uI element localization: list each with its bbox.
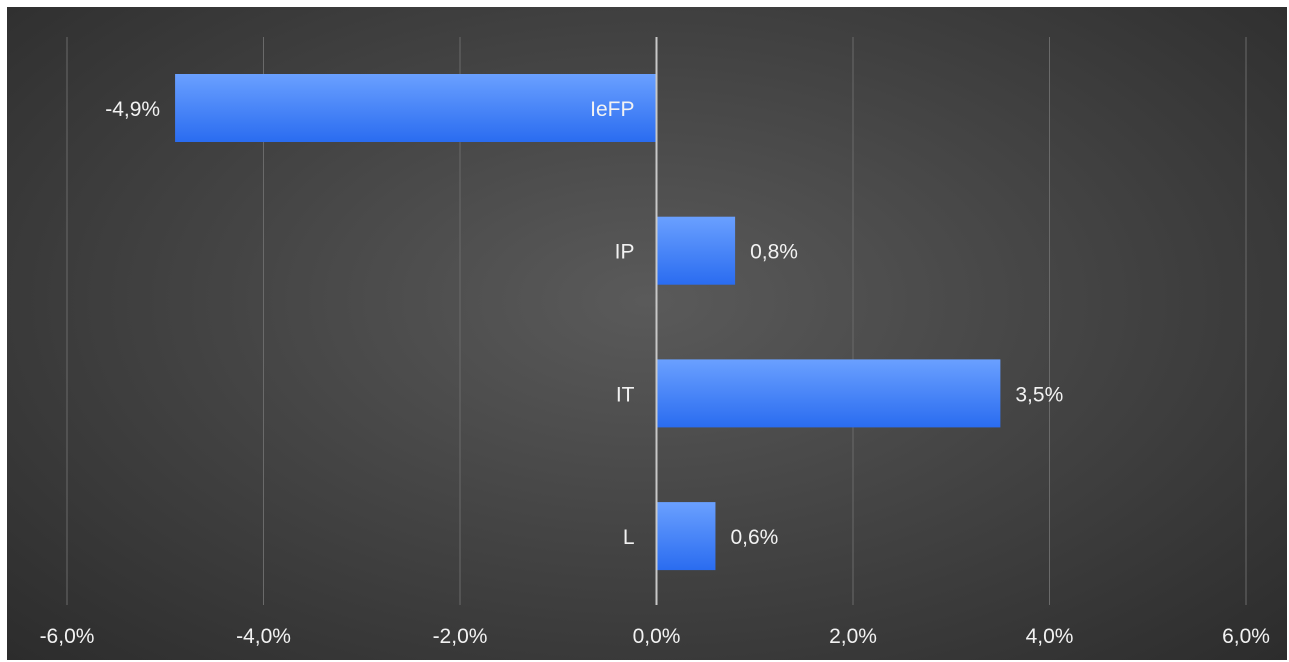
x-tick-label: -6,0%: [40, 625, 95, 648]
bar-ip: [656, 216, 736, 285]
data-label: -4,9%: [105, 98, 160, 121]
x-tick-label: 2,0%: [829, 625, 877, 648]
x-tick-label: 6,0%: [1222, 625, 1270, 648]
x-tick-label: 4,0%: [1026, 625, 1074, 648]
chart-area: -6,0% -4,0% -2,0% 0,0% 2,0% 4,0% 6,0% IeFP -4,9%…: [7, 7, 1287, 660]
category-label: IT: [616, 383, 635, 406]
bar-l: [656, 502, 716, 571]
bar-iefp: [175, 74, 657, 142]
bar-chart: -6,0% -4,0% -2,0% 0,0% 2,0% 4,0% 6,0% IeFP -4,9%…: [40, 37, 1270, 648]
bar-it: [656, 359, 1001, 428]
category-label: IeFP: [590, 98, 634, 121]
labels: -6,0% -4,0% -2,0% 0,0% 2,0% 4,0% 6,0% IeFP -4,9%…: [40, 98, 1270, 648]
x-tick-label: -2,0%: [433, 625, 488, 648]
data-label: 3,5%: [1015, 383, 1063, 406]
x-tick-label: 0,0%: [633, 625, 681, 648]
x-tick-label: -4,0%: [236, 625, 291, 648]
data-label: 0,6%: [730, 526, 778, 549]
bars: [175, 74, 1001, 571]
category-label: L: [623, 526, 635, 549]
data-label: 0,8%: [750, 241, 798, 264]
category-label: IP: [615, 241, 635, 264]
